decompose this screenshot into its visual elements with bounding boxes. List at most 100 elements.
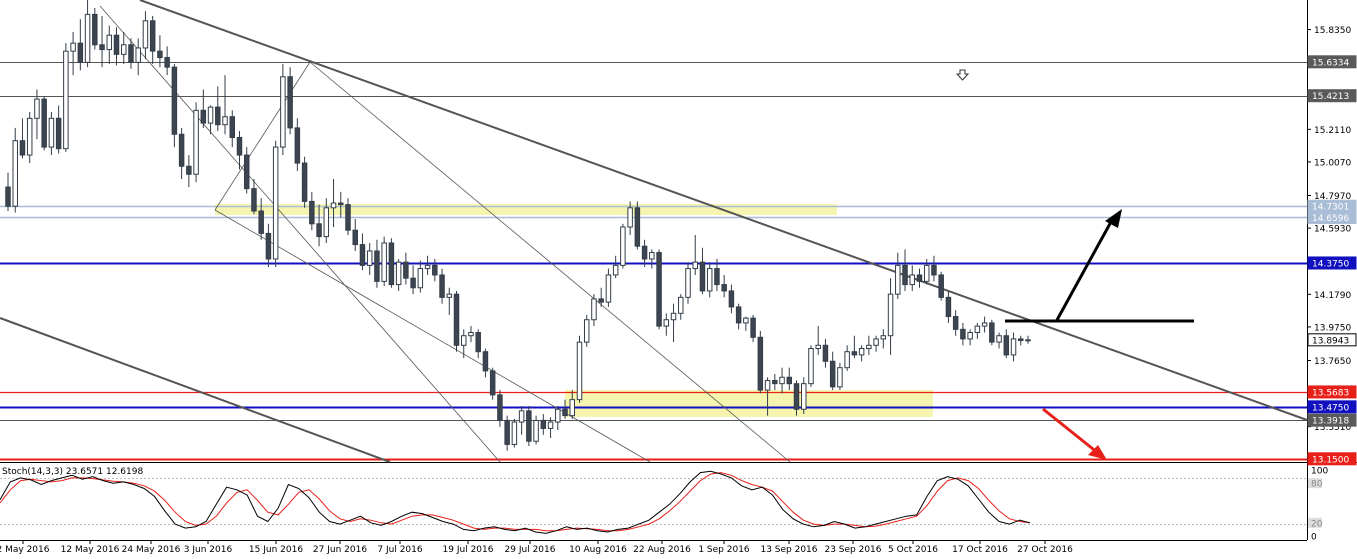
candle-bear	[497, 394, 503, 421]
candle-bull	[815, 344, 821, 349]
candle-bear	[432, 264, 438, 276]
time-tick-label: 22 Aug 2016	[633, 545, 691, 555]
time-tick-label: 7 Jul 2016	[377, 545, 422, 555]
candle-bull	[193, 109, 199, 175]
price-tag-box	[1307, 452, 1357, 466]
candle-bear	[504, 419, 510, 445]
time-tick-label: 23 Sep 2016	[824, 545, 881, 555]
price-tag-label: 14.6596	[1312, 214, 1349, 224]
main-downtrend-line	[139, 0, 1308, 421]
candle-bear	[171, 66, 178, 135]
candle-bull	[591, 298, 597, 321]
candle-bear	[236, 136, 243, 156]
candle-bear	[540, 419, 547, 429]
price-tag-box	[1307, 55, 1357, 69]
candle-bull	[779, 376, 785, 385]
stoch-axis: 100 80 20 0	[1308, 467, 1328, 543]
candle-bull	[743, 317, 749, 324]
candle-bear	[728, 290, 735, 308]
candle-bull	[142, 20, 149, 49]
price-tag-box	[1307, 256, 1357, 270]
candle-bear	[656, 252, 662, 327]
candle-bull	[424, 264, 431, 270]
candle-bear	[403, 261, 409, 279]
price-tag-label: 13.1500	[1312, 455, 1349, 465]
candle-bear	[526, 410, 532, 442]
candle-bear	[757, 336, 764, 391]
price-tick-label: 14.5930	[1314, 225, 1351, 235]
candle-bear	[931, 264, 937, 276]
time-tick-label: 19 Jul 2016	[443, 545, 494, 555]
candle-bear	[475, 332, 481, 353]
stoch-tick-label: 0	[1311, 533, 1317, 543]
candle-bull	[446, 293, 453, 298]
candle-bull	[135, 47, 141, 63]
candle-bear	[309, 200, 315, 225]
time-tick-label: 15 Jun 2016	[249, 545, 303, 555]
candle-bull	[280, 76, 286, 148]
lower-channel-line	[0, 317, 391, 463]
price-tag-label: 13.3918	[1312, 417, 1349, 427]
price-tick-label: 14.7970	[1314, 192, 1351, 202]
candle-bull	[895, 264, 901, 295]
candle-bull	[12, 140, 18, 207]
candle-bull	[330, 202, 337, 209]
candle-bear	[902, 264, 908, 286]
time-tick-label: 29 Jul 2016	[505, 545, 556, 555]
candle-bear	[735, 306, 742, 324]
candle-bear	[938, 274, 944, 298]
candle-bull	[555, 408, 561, 423]
candle-bear	[482, 351, 489, 372]
candle-bear	[149, 20, 156, 52]
candle-bull	[887, 293, 894, 337]
price-tick-label: 15.8350	[1314, 26, 1351, 36]
candle-bear	[178, 133, 185, 167]
candle-bull	[121, 44, 127, 55]
candle-bear	[489, 370, 496, 396]
candle-bear	[200, 109, 207, 124]
candle-bull	[858, 347, 865, 356]
candle-bear	[721, 284, 727, 292]
candle-bear	[294, 127, 301, 164]
time-tick-label: 1 Sep 2016	[698, 545, 750, 555]
time-tick-label: 24 May 2016	[122, 545, 181, 555]
trendlines	[0, 0, 1308, 463]
candle-bull	[620, 226, 626, 266]
candle-bear	[916, 274, 923, 282]
price-tick-label: 15.2110	[1314, 126, 1351, 136]
candle-bull	[63, 50, 69, 150]
candle-bear	[215, 106, 221, 126]
channel-thin-1	[99, 5, 501, 463]
time-tick-label: 5 Oct 2016	[888, 545, 938, 555]
candle-bull	[576, 341, 583, 401]
candle-bull	[692, 261, 698, 270]
price-tag-label: 15.4213	[1312, 92, 1349, 102]
candle-bear	[265, 232, 272, 260]
candle-bull	[222, 116, 228, 126]
annotations	[955, 69, 1194, 460]
candle-bear	[55, 117, 62, 150]
candle-bull	[26, 117, 33, 156]
candle-bear	[359, 244, 366, 266]
price-tag-box	[1307, 413, 1357, 427]
candle-bull	[461, 335, 467, 346]
time-tick-label: 13 Sep 2016	[760, 545, 817, 555]
candle-bear	[410, 277, 416, 289]
price-tick-label: 13.9750	[1314, 323, 1351, 333]
candle-bear	[772, 379, 778, 385]
stochastic-panel: Stoch(14,3,3) 23.6571 12.6198 100 80 20 0	[0, 467, 1328, 543]
candle-bear	[960, 328, 966, 340]
candle-bull	[627, 207, 633, 228]
candle-bear	[113, 34, 120, 55]
candle-bull	[844, 351, 850, 369]
candle-bear	[1003, 335, 1010, 356]
candle-bear	[19, 140, 26, 156]
candle-bull	[207, 106, 214, 124]
candle-bear	[388, 242, 395, 286]
support-zone	[565, 390, 933, 417]
candle-bull	[866, 344, 872, 349]
